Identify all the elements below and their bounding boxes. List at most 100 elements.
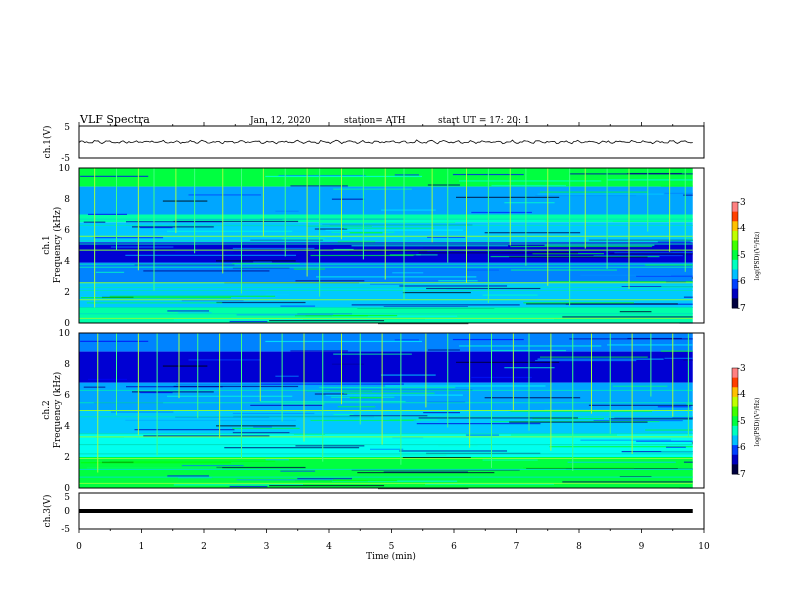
noise-streak-9 — [281, 238, 325, 240]
ch1-cbtick-m3: -3 — [737, 198, 746, 208]
noise-streak-92 — [167, 475, 210, 477]
noise-streak-94 — [580, 274, 672, 276]
noise-streak-74 — [609, 253, 693, 255]
noise-streak-23 — [349, 232, 383, 234]
noise-streak-106 — [316, 276, 477, 278]
noise-streak-52 — [482, 294, 538, 296]
ch1-ytick-2: 2 — [64, 288, 70, 298]
frequency-band-1 — [79, 351, 693, 383]
noise-streak-132 — [349, 250, 428, 252]
colorbar-segment-0 — [732, 202, 738, 213]
ch1-cbtick-m6: -6 — [737, 277, 746, 287]
noise-streak-34 — [333, 413, 354, 416]
noise-streak-76 — [294, 315, 368, 317]
noise-streak-75 — [290, 350, 348, 352]
noise-streak-45 — [125, 419, 297, 421]
ch2-cbtick-m3: -3 — [737, 364, 746, 374]
noise-streak-114 — [86, 302, 223, 304]
ch3-ytick-0: 0 — [64, 507, 70, 517]
noise-streak-67 — [459, 180, 602, 182]
noise-streak-27 — [612, 220, 668, 222]
noise-streak-62 — [381, 374, 436, 376]
ch2-spectrogram-frame — [78, 332, 705, 489]
noise-streak-126 — [80, 340, 149, 342]
noise-streak-12 — [325, 229, 463, 231]
noise-streak-45 — [125, 254, 297, 256]
noise-streak-81 — [378, 322, 469, 325]
ch2-ytick-4: 4 — [64, 422, 70, 432]
noise-streak-66 — [295, 445, 365, 447]
ch1-spectrogram-panel: 0 2 4 6 8 10 ch.1 Frequency (kHz) -3 -4 … — [42, 164, 761, 329]
colorbar-segment-8 — [732, 279, 738, 290]
noise-streak-133 — [232, 267, 290, 269]
noise-streak-35 — [532, 253, 605, 255]
noise-streak-31 — [297, 478, 353, 480]
noise-streak-47 — [351, 245, 509, 247]
noise-streak-115 — [83, 386, 106, 388]
noise-streak-94 — [580, 439, 672, 441]
noise-streak-121 — [87, 213, 128, 215]
ch2-spectrogram-panel: 0 2 4 6 8 10 ch.2 Frequency (kHz) -3 -4 … — [42, 329, 761, 494]
noise-streak-57 — [95, 436, 125, 438]
colorbar-segment-5 — [732, 250, 738, 261]
noise-streak-96 — [233, 250, 375, 253]
noise-streak-59 — [216, 260, 296, 262]
ch1-ytick-6: 6 — [64, 226, 70, 236]
ch2-spectrogram-image — [79, 333, 704, 490]
colorbar-segment-8 — [732, 445, 738, 456]
noise-streak-38 — [265, 294, 289, 296]
ch1-ytick-4: 4 — [64, 257, 70, 267]
noise-streak-56 — [232, 412, 315, 415]
colorbar-segment-6 — [732, 259, 738, 270]
date-label: Jan. 12, 2020 — [249, 116, 311, 126]
ch2-cbtick-m4: -4 — [737, 390, 746, 400]
noise-streak-20 — [93, 237, 164, 239]
noise-streak-125 — [232, 427, 300, 430]
noise-streak-128 — [510, 269, 617, 271]
noise-streak-109 — [465, 434, 499, 436]
noise-streak-100 — [357, 471, 495, 474]
ch1-ytick-bottom: -5 — [61, 154, 70, 164]
noise-streak-5 — [109, 460, 276, 462]
ch1-channel-label: ch.1 — [42, 235, 52, 254]
noise-streak-68 — [438, 445, 478, 447]
noise-streak-120 — [265, 175, 423, 178]
noise-streak-55 — [427, 349, 460, 351]
noise-streak-136 — [178, 312, 212, 314]
noise-streak-107 — [333, 188, 412, 190]
xtick-5: 5 — [389, 542, 395, 552]
noise-streak-127 — [683, 194, 693, 196]
noise-streak-124 — [260, 383, 404, 385]
noise-streak-84 — [80, 297, 232, 299]
noise-streak-63 — [660, 350, 693, 352]
noise-streak-54 — [188, 359, 262, 361]
noise-streak-131 — [562, 316, 693, 318]
noise-streak-118 — [369, 283, 404, 285]
noise-streak-29 — [588, 404, 693, 406]
noise-streak-42 — [672, 251, 693, 254]
noise-streak-44 — [686, 403, 693, 405]
noise-streak-132 — [349, 415, 428, 417]
noise-streak-43 — [510, 245, 653, 248]
noise-streak-5 — [109, 295, 276, 297]
noise-streak-110 — [134, 429, 235, 431]
frequency-band-5 — [79, 262, 693, 283]
noise-streak-24 — [614, 417, 693, 419]
noise-streak-104 — [509, 421, 648, 423]
ch2-frequency-ticks: 0 2 4 6 8 10 — [59, 329, 71, 494]
noise-streak-38 — [265, 459, 289, 461]
noise-streak-13 — [216, 301, 306, 304]
ch1-ytick-top: 5 — [64, 123, 70, 133]
noise-streak-46 — [319, 221, 456, 224]
noise-streak-32 — [162, 200, 208, 202]
noise-streak-62 — [381, 209, 436, 211]
noise-streak-42 — [672, 416, 693, 419]
ch1-frequency-axis-label: Frequency (kHz) — [52, 207, 63, 284]
ch3-waveform-ylabel: ch.3(V) — [42, 495, 53, 528]
noise-streak-131 — [562, 481, 693, 483]
noise-streak-103 — [416, 419, 438, 421]
ch3-ytick-m5: -5 — [61, 525, 70, 535]
noise-streak-103 — [416, 254, 438, 256]
noise-streak-85 — [539, 356, 648, 358]
noise-streak-70 — [427, 236, 466, 238]
